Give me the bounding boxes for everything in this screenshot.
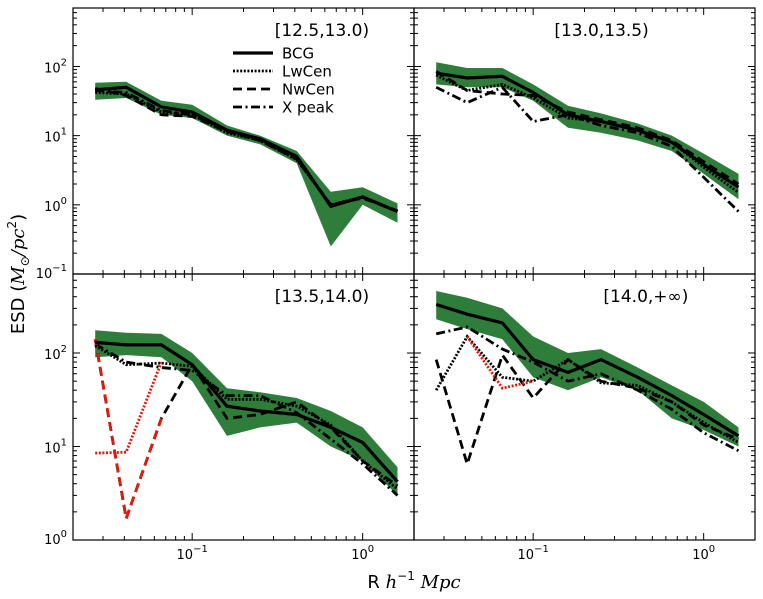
series-bcg: [435, 71, 740, 189]
panel-title: [13.5,14.0): [275, 287, 369, 307]
plot-area: [435, 62, 740, 213]
y-tick-label: 101: [44, 127, 67, 146]
legend-label: X peak: [282, 99, 334, 117]
series-x-peak: [435, 325, 740, 453]
plot-area: [94, 81, 399, 247]
y-axis-title: ESD (M⊙/pc2): [5, 214, 32, 334]
y-tick-label: 102: [44, 57, 67, 76]
panel-title: [13.0,13.5): [554, 21, 648, 41]
series-lwcen: [434, 334, 740, 444]
bcg-error-band: [436, 291, 739, 447]
panel-title: [12.5,13.0): [275, 21, 369, 41]
svg-text:ESD (M⊙/pc2): ESD (M⊙/pc2): [5, 214, 32, 334]
panel-3: 10−1 100 100 101 102 [13.5,14.0): [44, 273, 415, 563]
y-tick-label: 10−1: [36, 263, 67, 282]
y-tick-label: 100: [44, 196, 67, 215]
panel-2: [13.0,13.5): [413, 7, 756, 275]
series-bcg: [435, 302, 740, 438]
panel-4: 10−1 100 [14.0,+∞): [413, 273, 756, 563]
bcg-error-band: [95, 81, 398, 247]
series-nwcen-red: [93, 339, 163, 525]
legend-label: NwCen: [282, 81, 335, 99]
bcg-error-band: [95, 330, 398, 496]
plot-area: [93, 330, 399, 525]
y-tick-label: 101: [44, 438, 67, 457]
x-axis-title: R h−1 Mpc: [367, 569, 460, 593]
legend-label: LwCen: [282, 63, 332, 81]
series-bcg: [95, 340, 399, 483]
y-tick-label: 102: [44, 344, 67, 363]
x-tick-label: 10−1: [177, 544, 208, 563]
panel-frame: [413, 7, 756, 275]
series-nwcen: [435, 70, 740, 186]
panel-title: [14.0,+∞): [603, 287, 688, 307]
series-lwcen: [94, 344, 399, 491]
bcg-error-band: [436, 62, 739, 200]
plot-area: [434, 291, 740, 469]
panel-frame: [72, 7, 415, 275]
series-bcg: [95, 85, 399, 213]
y-tick-label: 100: [44, 529, 67, 548]
series-lwcen-red: [466, 335, 534, 390]
series-lwcen-red: [95, 361, 163, 455]
x-tick-label: 100: [351, 544, 374, 563]
x-tick-label: 10−1: [518, 544, 549, 563]
x-tick-label: 100: [692, 544, 715, 563]
legend-label: BCG: [282, 45, 314, 63]
